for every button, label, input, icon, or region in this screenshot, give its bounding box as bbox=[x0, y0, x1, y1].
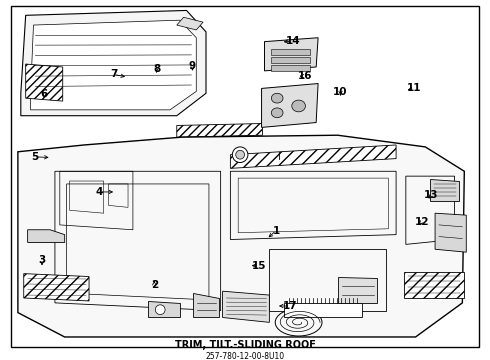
Polygon shape bbox=[18, 135, 465, 337]
Polygon shape bbox=[25, 64, 63, 101]
Text: 5: 5 bbox=[31, 152, 39, 162]
Polygon shape bbox=[24, 274, 89, 301]
Text: TRIM, TILT.-SLIDING ROOF: TRIM, TILT.-SLIDING ROOF bbox=[174, 339, 316, 350]
Polygon shape bbox=[284, 303, 362, 318]
Bar bbox=[271, 65, 310, 71]
Polygon shape bbox=[338, 276, 377, 303]
Text: 10: 10 bbox=[333, 87, 348, 97]
Text: 12: 12 bbox=[415, 217, 429, 227]
Text: 15: 15 bbox=[252, 261, 267, 271]
Text: 1: 1 bbox=[272, 226, 280, 235]
Ellipse shape bbox=[155, 305, 165, 315]
Polygon shape bbox=[21, 10, 206, 116]
Text: 8: 8 bbox=[153, 64, 160, 74]
Text: 2: 2 bbox=[150, 280, 158, 290]
Text: 14: 14 bbox=[286, 36, 300, 46]
Polygon shape bbox=[147, 301, 180, 318]
Text: 4: 4 bbox=[96, 187, 103, 197]
Text: 9: 9 bbox=[189, 60, 196, 71]
Bar bbox=[271, 57, 310, 63]
Polygon shape bbox=[230, 145, 396, 168]
Polygon shape bbox=[262, 84, 318, 127]
Bar bbox=[271, 49, 310, 55]
Polygon shape bbox=[194, 293, 219, 318]
Ellipse shape bbox=[232, 147, 248, 162]
Text: 6: 6 bbox=[41, 89, 48, 99]
Ellipse shape bbox=[271, 108, 283, 118]
Polygon shape bbox=[177, 123, 263, 137]
Ellipse shape bbox=[271, 93, 283, 103]
Text: 16: 16 bbox=[297, 71, 312, 81]
Text: 7: 7 bbox=[110, 69, 117, 80]
Polygon shape bbox=[404, 272, 465, 298]
Text: 13: 13 bbox=[424, 190, 439, 201]
Polygon shape bbox=[30, 20, 196, 110]
Polygon shape bbox=[435, 213, 466, 252]
Polygon shape bbox=[222, 291, 270, 322]
Polygon shape bbox=[177, 17, 203, 30]
Ellipse shape bbox=[292, 100, 305, 112]
Ellipse shape bbox=[236, 150, 245, 159]
Text: 17: 17 bbox=[283, 301, 298, 311]
Text: 3: 3 bbox=[38, 255, 46, 265]
Polygon shape bbox=[27, 230, 65, 242]
Text: 257-780-12-00-8U10: 257-780-12-00-8U10 bbox=[205, 352, 285, 360]
Polygon shape bbox=[265, 38, 318, 71]
Text: 11: 11 bbox=[407, 84, 422, 94]
Polygon shape bbox=[430, 179, 460, 201]
